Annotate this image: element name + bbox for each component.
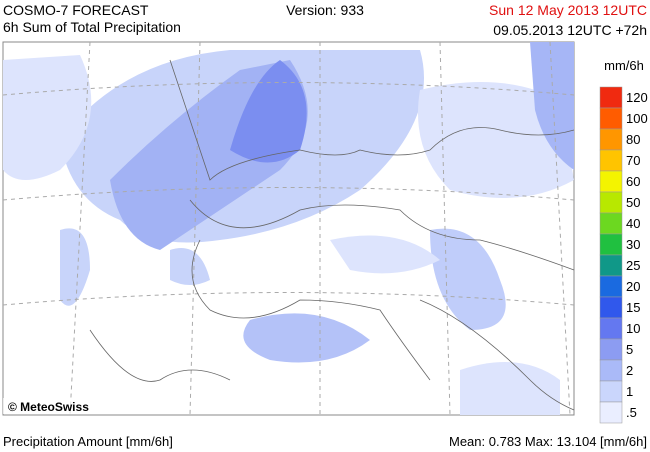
legend-swatch xyxy=(599,86,623,109)
legend-label: 70 xyxy=(626,153,640,168)
legend-swatch xyxy=(599,275,623,298)
legend-label: 100 xyxy=(626,111,648,126)
legend-swatch xyxy=(599,191,623,214)
footer-left: Precipitation Amount [mm/6h] xyxy=(3,434,173,449)
legend-swatch xyxy=(599,359,623,382)
subtitle: 6h Sum of Total Precipitation xyxy=(3,19,181,35)
footer-right: Mean: 0.783 Max: 13.104 [mm/6h] xyxy=(449,434,647,449)
legend-label: 30 xyxy=(626,237,640,252)
legend-title: mm/6h xyxy=(604,58,644,73)
map: © MeteoSwiss xyxy=(2,41,575,416)
legend-label: 10 xyxy=(626,321,640,336)
legend-swatch xyxy=(599,338,623,361)
valid-time: Sun 12 May 2013 12UTC xyxy=(489,2,647,18)
legend-label: 5 xyxy=(626,342,633,357)
legend-swatch xyxy=(599,212,623,235)
legend-swatch xyxy=(599,296,623,319)
legend-label: 50 xyxy=(626,195,640,210)
legend-label: 20 xyxy=(626,279,640,294)
legend-label: 2 xyxy=(626,363,633,378)
legend-label: 40 xyxy=(626,216,640,231)
legend-swatch xyxy=(599,107,623,130)
run: 09.05.2013 12UTC +72h xyxy=(493,22,647,38)
legend-label: 80 xyxy=(626,132,640,147)
borders xyxy=(89,59,575,411)
legend-swatch xyxy=(599,170,623,193)
legend-swatch xyxy=(599,149,623,172)
legend-label: 15 xyxy=(626,300,640,315)
legend-label: 25 xyxy=(626,258,640,273)
legend-label: .5 xyxy=(626,405,637,420)
product: COSMO-7 FORECAST xyxy=(3,2,149,18)
legend-swatch xyxy=(599,380,623,403)
legend-swatch xyxy=(599,317,623,340)
legend-label: 1 xyxy=(626,384,633,399)
legend-swatch xyxy=(599,128,623,151)
legend-swatch xyxy=(599,233,623,256)
graticule xyxy=(2,41,575,416)
legend: mm/6h 120 100 80 70 60 50 40 30 25 20 15 10 5 2 1 .5 xyxy=(599,58,648,424)
legend-label: 120 xyxy=(626,90,648,105)
legend-swatch xyxy=(599,401,623,424)
copyright: © MeteoSwiss xyxy=(8,400,89,414)
precip-field xyxy=(3,42,574,415)
legend-label: 60 xyxy=(626,174,640,189)
version: Version: 933 xyxy=(286,2,364,18)
legend-swatch xyxy=(599,254,623,277)
